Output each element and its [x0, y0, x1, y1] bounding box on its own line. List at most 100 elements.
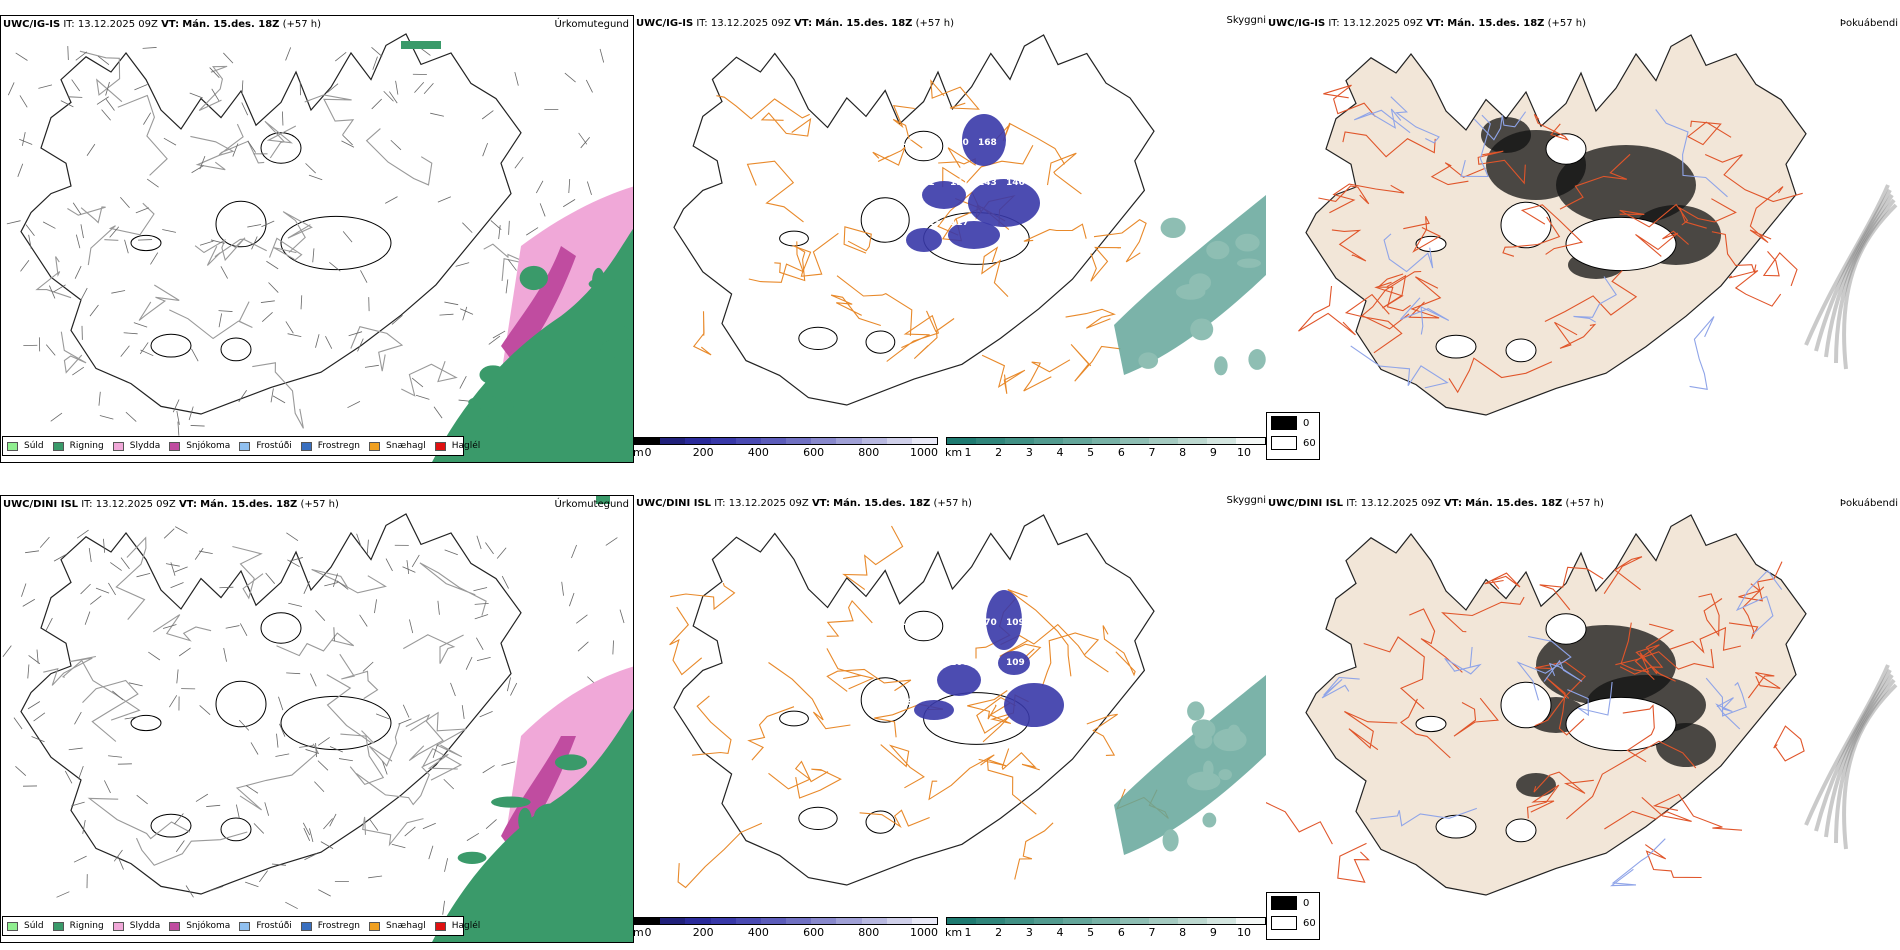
wind-barb	[56, 891, 70, 898]
low-ceiling-area	[948, 221, 1000, 249]
ceiling-label: 11	[922, 178, 935, 188]
ptype-legend-item: Frostúði	[239, 921, 292, 931]
wind-barb	[89, 304, 99, 317]
wind-barb	[245, 881, 259, 888]
wind-barb	[571, 544, 577, 559]
wind-barb	[409, 619, 414, 634]
wind-barb	[241, 102, 249, 116]
panel-variable: Úrkomutegund	[554, 19, 629, 30]
legend-swatch	[1271, 916, 1297, 930]
panel-title: UWC/DINI ISL IT: 13.12.2025 09Z VT: Mán.…	[636, 498, 972, 509]
colorbar-tick: 3	[1025, 926, 1033, 939]
ptype-panel-row1: UWC/IG-IS IT: 13.12.2025 09Z VT: Mán. 15…	[0, 15, 634, 463]
road-line	[1065, 308, 1116, 329]
wind-barb	[71, 801, 85, 807]
fog-streak	[1842, 683, 1898, 850]
wind-barb	[25, 224, 35, 237]
road-line	[1353, 108, 1411, 134]
wind-barb	[390, 139, 402, 151]
iceland-map-ceiling: 116 107 100 168 105 126 11 151 143 146 10 525 117	[673, 34, 1266, 406]
road-line	[1566, 740, 1697, 820]
wind-barb	[385, 558, 393, 572]
wind-barb	[444, 549, 458, 556]
wind-barb	[176, 410, 180, 425]
wind-barb	[103, 780, 111, 794]
wind-barb	[27, 664, 30, 679]
wind-barb	[371, 47, 383, 57]
wind-barb	[84, 611, 91, 625]
wind-barb	[539, 203, 546, 217]
low-ceiling-area	[906, 228, 942, 252]
colorbar-tick: 2	[995, 446, 1003, 459]
colorbar-tick: 5	[1087, 926, 1095, 939]
wind-barb	[317, 760, 329, 771]
rain-cell	[479, 365, 507, 385]
wind-barb	[170, 562, 176, 576]
wind-barb	[64, 770, 73, 784]
wind-barb	[177, 421, 180, 436]
road-line	[843, 226, 872, 254]
road-line	[67, 206, 106, 224]
road-line	[421, 747, 463, 781]
wind-barb	[53, 553, 67, 562]
road-line	[760, 112, 812, 137]
glacier-outline	[150, 813, 192, 838]
colorbar-tick: 4	[1056, 446, 1064, 459]
road-line	[1331, 229, 1367, 262]
ptype-legend-item: Snjókoma	[169, 441, 230, 451]
wind-barb	[568, 178, 571, 193]
wind-barb	[96, 96, 109, 105]
ceiling-label: 86	[922, 658, 935, 668]
wind-barb	[369, 819, 379, 831]
wind-barb	[341, 140, 355, 148]
road-line	[872, 146, 906, 166]
rain-cell	[507, 419, 540, 433]
road-line	[748, 241, 805, 283]
rain-cell	[491, 796, 531, 808]
wind-barb	[19, 95, 28, 108]
road-line	[1430, 162, 1486, 186]
wind-barb	[194, 547, 204, 560]
wind-barb	[165, 563, 180, 567]
wind-barb	[318, 889, 331, 897]
wind-barb	[133, 322, 148, 328]
wind-barb	[15, 766, 27, 776]
wind-barb	[199, 240, 214, 246]
wind-barb	[72, 366, 85, 376]
road-line	[669, 606, 703, 676]
road-line	[1344, 293, 1403, 354]
road-line	[409, 711, 467, 758]
colorbar-tick: 10	[1237, 446, 1251, 459]
wind-barb	[104, 239, 119, 241]
legend-label: Slydda	[129, 441, 161, 451]
wind-barb	[314, 781, 325, 793]
ceiling-label: 116	[978, 658, 997, 668]
visibility-cell	[1187, 771, 1221, 791]
wind-barb	[501, 575, 509, 589]
wind-barb	[261, 220, 275, 228]
road-line	[1007, 588, 1072, 677]
wind-barb	[389, 91, 398, 104]
road-line	[1678, 198, 1737, 229]
ptype-legend-item: Snæhagl	[369, 921, 426, 931]
wind-barb	[142, 47, 157, 49]
road-line	[282, 211, 313, 253]
wind-barb	[428, 845, 434, 860]
wind-barb	[112, 690, 124, 701]
road-line	[1441, 596, 1525, 633]
glacier-outline	[798, 326, 838, 350]
wind-barb	[247, 224, 262, 228]
legend-swatch	[300, 921, 312, 931]
wind-barb	[7, 82, 15, 96]
wind-barb	[514, 156, 524, 169]
road-line	[1376, 273, 1411, 312]
wind-barb	[78, 765, 84, 780]
road-line	[826, 648, 875, 690]
road-line	[138, 284, 180, 321]
wind-barb	[45, 344, 56, 356]
wind-barb	[45, 617, 53, 631]
wind-barb	[105, 99, 115, 111]
colorbar-tick: 1	[964, 446, 972, 459]
road-line	[169, 301, 253, 340]
road-line	[1093, 219, 1147, 263]
